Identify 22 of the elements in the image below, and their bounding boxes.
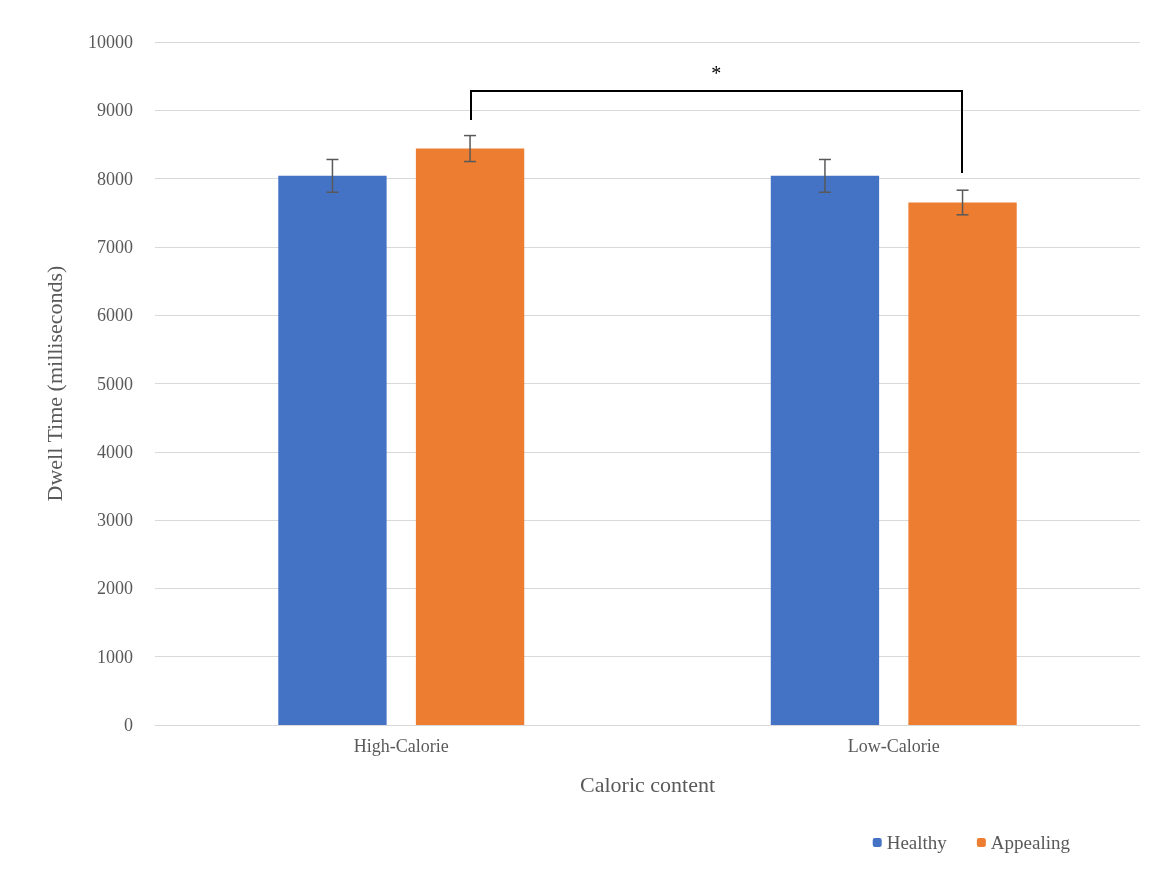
x-tick-label: Low-Calorie	[847, 736, 940, 756]
y-tick-label: 6000	[97, 305, 133, 326]
y-tick-label: 1000	[97, 646, 133, 667]
bar	[415, 148, 525, 725]
legend-label: Appealing	[990, 832, 1071, 853]
y-tick-label: 2000	[97, 578, 133, 599]
legend-label: Healthy	[886, 832, 948, 853]
y-tick-label: 0	[124, 715, 133, 735]
bar	[278, 175, 387, 725]
y-tick-label: 10000	[88, 32, 133, 52]
y-axis-title: Dwell Time (milliseconds)	[41, 265, 67, 502]
y-tick-label: 4000	[97, 441, 133, 462]
y-tick-label: 9000	[97, 100, 133, 121]
y-tick-label: 8000	[97, 168, 133, 189]
annotation: *	[711, 62, 722, 85]
x-axis-title: Caloric content	[579, 771, 716, 797]
x-tick-label: High-Calorie	[353, 736, 449, 756]
bar	[908, 202, 1017, 725]
y-tick-label: 5000	[97, 373, 133, 394]
y-tick-label: 3000	[97, 510, 133, 531]
bar	[770, 175, 880, 725]
y-tick-label: 7000	[97, 236, 133, 257]
